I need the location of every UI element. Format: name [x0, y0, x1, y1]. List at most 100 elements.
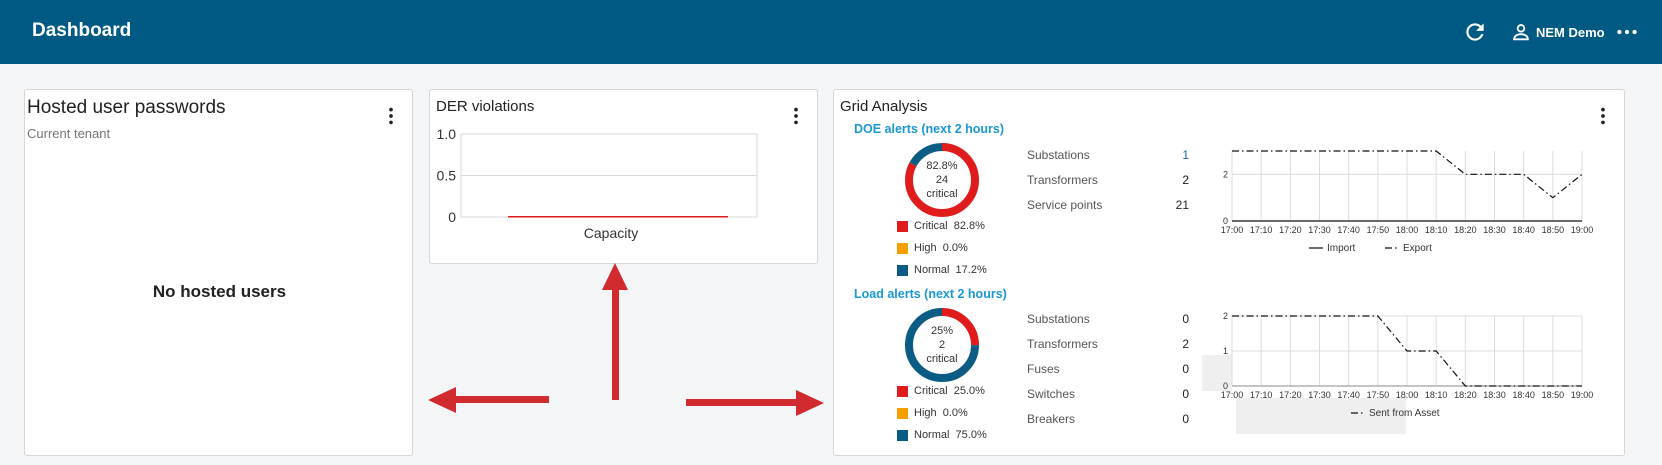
card-title: Grid Analysis [840, 98, 928, 115]
donut-percent: 82.8% [926, 160, 957, 172]
legend-item-critical: Critical 82.8% [897, 220, 985, 232]
x-tick-label: 17:20 [1279, 225, 1302, 235]
stat-value: 2 [1182, 337, 1189, 351]
stat-value: 0 [1182, 387, 1189, 401]
app-header: Dashboard NEM Demo [0, 0, 1662, 64]
x-tick-label: 17:20 [1279, 390, 1302, 400]
legend-label: Normal 17.2% [914, 264, 987, 276]
stat-value: 21 [1175, 198, 1189, 212]
placeholder-block [1236, 398, 1406, 434]
user-name: NEM Demo [1536, 24, 1605, 40]
der-violations-card: DER violations 1.0 0.5 0 Capacity [429, 89, 818, 264]
y-tick-label: 0 [1223, 381, 1228, 391]
legend-swatch [897, 407, 908, 419]
legend-item-normal: Normal 17.2% [897, 264, 987, 276]
legend-label: Export [1403, 243, 1432, 254]
legend-label: Critical 25.0% [914, 385, 985, 397]
arrow-left [428, 387, 549, 413]
grid-analysis-card: Grid Analysis DOE alerts (next 2 hours) … [833, 89, 1625, 456]
x-tick-label: 17:40 [1337, 225, 1360, 235]
more-vertical-icon[interactable] [380, 105, 402, 127]
x-tick-label: 17:40 [1337, 390, 1360, 400]
legend-label: Critical 82.8% [914, 220, 985, 232]
hosted-passwords-card: Hosted user passwords Current tenant No … [24, 89, 413, 456]
x-tick-label: 17:00 [1221, 390, 1244, 400]
load-alerts-donut: 25% 2 critical [905, 308, 979, 382]
legend-swatch [897, 429, 908, 441]
stat-label: Service points [1027, 198, 1103, 212]
x-tick-label: 17:50 [1367, 390, 1390, 400]
stat-label: Transformers [1027, 337, 1098, 351]
card-subtitle: Current tenant [27, 126, 111, 141]
stat-label: Breakers [1027, 412, 1076, 426]
y-tick-label: 1.0 [437, 126, 457, 142]
x-tick-label: 18:10 [1425, 390, 1448, 400]
x-tick-label: 19:00 [1571, 390, 1594, 400]
more-vertical-icon[interactable] [1592, 105, 1614, 127]
x-tick-label: 18:20 [1454, 225, 1477, 235]
page-title: Dashboard [32, 20, 132, 41]
x-tick-label: 18:20 [1454, 390, 1477, 400]
legend-label: Sent from Asset [1369, 408, 1440, 419]
user-menu-button[interactable]: NEM Demo [1510, 19, 1605, 45]
x-tick-label: 19:00 [1571, 225, 1594, 235]
der-violations-chart: 1.0 0.5 0 Capacity [437, 126, 758, 241]
x-tick-label: 18:00 [1396, 390, 1419, 400]
arrow-up [602, 263, 628, 400]
donut-label: critical [926, 353, 957, 365]
x-tick-label: Capacity [584, 225, 638, 241]
x-tick-label: 18:00 [1396, 225, 1419, 235]
person-icon [1513, 24, 1529, 41]
x-tick-label: 18:40 [1512, 225, 1535, 235]
x-tick-label: 17:30 [1308, 225, 1331, 235]
y-tick-label: 0 [1223, 216, 1228, 226]
legend-swatch [897, 264, 908, 276]
donut-count: 24 [936, 174, 948, 186]
stat-label: Fuses [1027, 362, 1060, 376]
legend-item-high: High 0.0% [897, 242, 968, 254]
donut-percent: 25% [931, 325, 953, 337]
stat-label: Substations [1027, 148, 1090, 162]
series-line-export [1232, 150, 1583, 199]
card-title: Hosted user passwords [27, 97, 226, 118]
donut-count: 2 [939, 339, 945, 351]
placeholder-block [1202, 355, 1232, 391]
y-tick-label: 2 [1223, 311, 1228, 321]
stat-label: Transformers [1027, 173, 1098, 187]
y-tick-label: 1 [1223, 346, 1228, 356]
legend-item-high: High 0.0% [897, 407, 968, 419]
y-tick-label: 2 [1223, 169, 1228, 179]
doe-alerts-link[interactable]: DOE alerts (next 2 hours) [854, 122, 1005, 136]
refresh-icon[interactable] [1462, 19, 1488, 45]
doe-timeline-chart: 17:00 17:10 17:20 17:30 17:40 17:50 18:00 18:10… [1221, 150, 1594, 254]
x-tick-label: 18:50 [1542, 390, 1565, 400]
legend-swatch [897, 385, 908, 397]
load-alerts-link[interactable]: Load alerts (next 2 hours) [854, 287, 1007, 301]
arrow-right [686, 390, 824, 416]
legend-item-critical: Critical 25.0% [897, 385, 985, 397]
donut-slice-normal [905, 143, 979, 217]
legend-swatch [897, 242, 908, 254]
more-horizontal-icon[interactable] [1614, 19, 1640, 45]
x-tick-label: 18:40 [1512, 390, 1535, 400]
x-tick-label: 18:10 [1425, 225, 1448, 235]
legend-label: Import [1327, 243, 1356, 254]
x-tick-label: 18:30 [1483, 390, 1506, 400]
legend-item-normal: Normal 75.0% [897, 429, 987, 441]
y-tick-label: 0.5 [437, 168, 457, 184]
stat-value: 1 [1182, 148, 1189, 162]
legend-label: High 0.0% [914, 242, 968, 254]
doe-alerts-donut: 82.8% 24 critical [905, 143, 979, 217]
stat-value: 0 [1182, 312, 1189, 326]
stat-label: Switches [1027, 387, 1076, 401]
bar-capacity [508, 216, 728, 218]
y-tick-label: 0 [448, 209, 456, 225]
stat-label: Substations [1027, 312, 1090, 326]
card-title: DER violations [436, 98, 535, 115]
legend-swatch [897, 220, 908, 232]
stat-value: 0 [1182, 362, 1189, 376]
legend-label: High 0.0% [914, 407, 968, 419]
stat-value: 0 [1182, 412, 1189, 426]
donut-label: critical [926, 188, 957, 200]
more-vertical-icon[interactable] [785, 105, 807, 127]
